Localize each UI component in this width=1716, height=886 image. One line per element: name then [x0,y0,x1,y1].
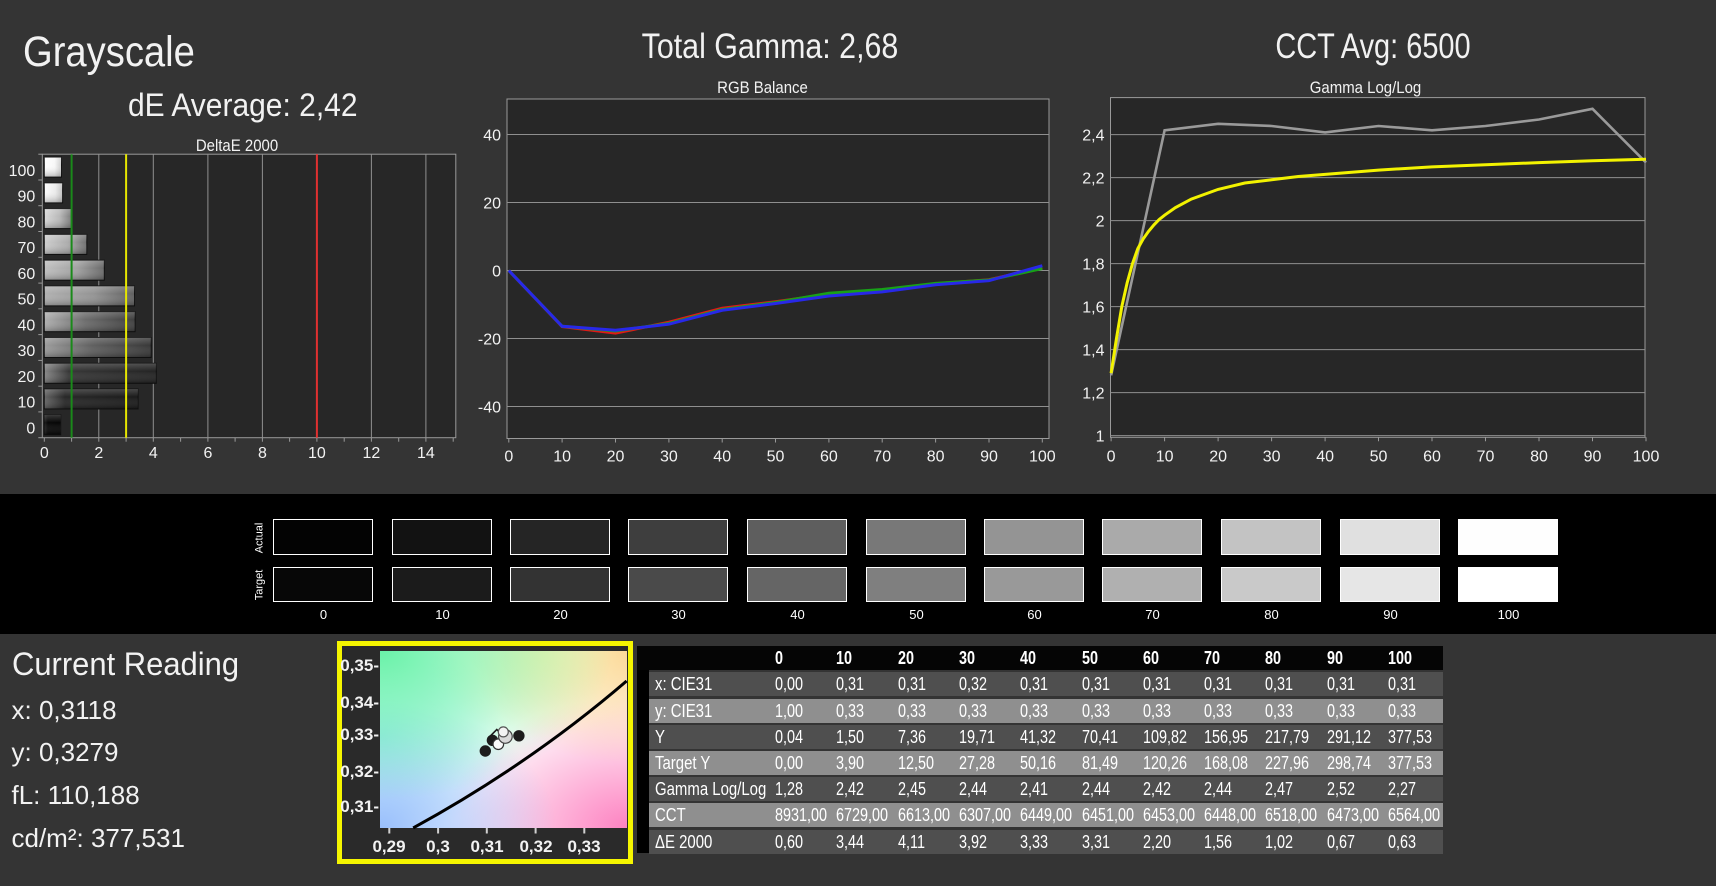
svg-text:20: 20 [483,195,501,212]
svg-text:2,2: 2,2 [1082,170,1104,187]
svg-text:90: 90 [1584,449,1602,466]
svg-text:1,8: 1,8 [1082,256,1104,273]
svg-text:100: 100 [1029,449,1056,466]
svg-text:60: 60 [820,449,838,466]
svg-text:60: 60 [1423,449,1441,466]
svg-text:100: 100 [9,163,36,180]
svg-text:20: 20 [18,369,36,386]
svg-text:30: 30 [660,449,678,466]
svg-text:10: 10 [1156,449,1174,466]
svg-text:90: 90 [980,449,998,466]
svg-text:100: 100 [1633,449,1660,466]
svg-text:50: 50 [1370,449,1388,466]
svg-text:30: 30 [1263,449,1281,466]
svg-text:2: 2 [1096,213,1105,230]
svg-text:40: 40 [1316,449,1334,466]
svg-text:70: 70 [18,240,36,257]
svg-text:50: 50 [767,449,785,466]
svg-text:70: 70 [873,449,891,466]
svg-text:1,4: 1,4 [1082,342,1104,359]
svg-text:0: 0 [26,421,35,438]
svg-text:10: 10 [308,445,326,462]
svg-text:50: 50 [18,292,36,309]
svg-text:20: 20 [607,449,625,466]
svg-text:40: 40 [483,127,501,144]
svg-text:12: 12 [363,445,381,462]
svg-text:10: 10 [553,449,571,466]
svg-text:80: 80 [927,449,945,466]
svg-text:-20: -20 [478,331,501,348]
svg-text:14: 14 [417,445,435,462]
svg-text:6: 6 [203,445,212,462]
svg-text:2: 2 [94,445,103,462]
svg-text:8: 8 [258,445,267,462]
svg-text:-40: -40 [478,399,501,416]
svg-text:40: 40 [713,449,731,466]
svg-text:60: 60 [18,266,36,283]
svg-text:0: 0 [492,263,501,280]
svg-text:4: 4 [149,445,158,462]
svg-text:0: 0 [40,445,49,462]
svg-text:40: 40 [18,317,36,334]
svg-text:30: 30 [18,343,36,360]
svg-text:90: 90 [18,189,36,206]
svg-text:20: 20 [1209,449,1227,466]
svg-text:1: 1 [1096,428,1105,445]
svg-text:80: 80 [18,214,36,231]
svg-text:2,4: 2,4 [1082,127,1104,144]
svg-text:1,2: 1,2 [1082,385,1104,402]
svg-text:70: 70 [1477,449,1495,466]
svg-text:80: 80 [1530,449,1548,466]
svg-text:0: 0 [504,449,513,466]
svg-text:1,6: 1,6 [1082,299,1104,316]
svg-text:10: 10 [18,395,36,412]
svg-text:0: 0 [1107,449,1116,466]
